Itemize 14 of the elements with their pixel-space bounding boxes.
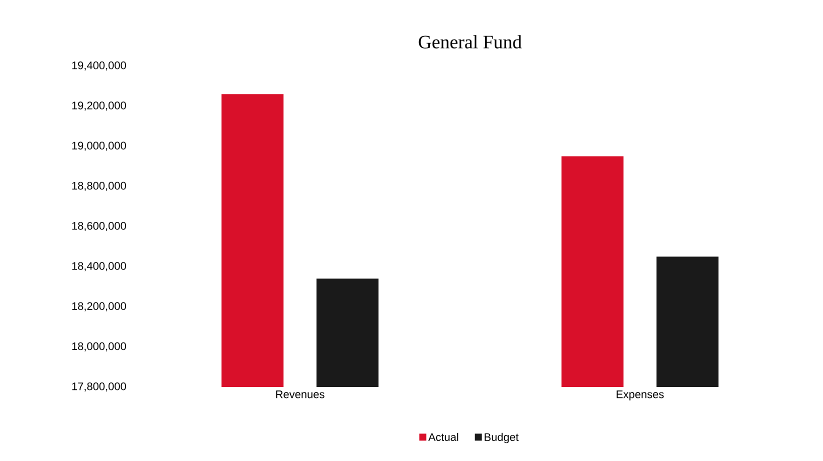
y-tick-label: 19,200,000 bbox=[72, 102, 126, 111]
y-tick-label: 18,400,000 bbox=[72, 262, 126, 272]
legend-label: Actual bbox=[428, 432, 458, 441]
y-tick-label: 19,000,000 bbox=[72, 142, 126, 151]
y-tick-label: 17,800,000 bbox=[72, 382, 126, 392]
x-tick-label: Revenues bbox=[276, 390, 324, 398]
y-tick-label: 18,800,000 bbox=[72, 182, 126, 191]
y-tick-label: 18,600,000 bbox=[72, 222, 126, 232]
chart-title: General Fund bbox=[418, 35, 522, 48]
y-tick-label: 19,400,000 bbox=[72, 61, 126, 71]
y-tick-label: 18,000,000 bbox=[72, 342, 126, 352]
y-tick-label: 18,200,000 bbox=[72, 302, 126, 312]
x-tick-label: Expenses bbox=[616, 390, 664, 400]
legend-label: Budget bbox=[484, 432, 519, 444]
